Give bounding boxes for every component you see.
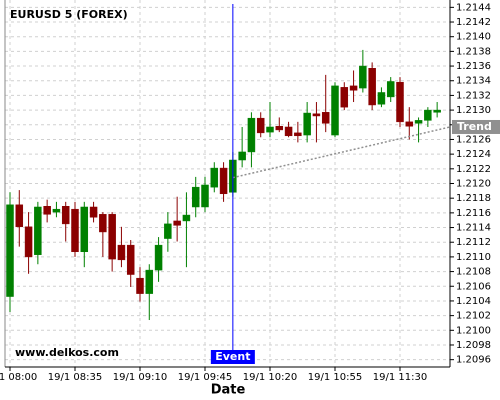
candle-body <box>164 223 172 239</box>
candle-body <box>312 113 321 117</box>
y-tick-label: 1.2142 <box>456 17 491 28</box>
y-tick-label: 1.2112 <box>456 237 491 248</box>
y-tick-label: 1.2136 <box>456 61 491 72</box>
candle-body <box>284 126 293 137</box>
candle-body <box>386 81 395 98</box>
candle-body <box>173 220 181 226</box>
y-tick-label: 1.2110 <box>456 252 491 263</box>
event-tag <box>210 350 255 364</box>
candle-body <box>34 206 42 255</box>
y-tick-label: 1.2122 <box>456 164 491 175</box>
candle-body <box>275 125 284 131</box>
event-label: Event <box>215 350 250 363</box>
watermark: www.delkos.com <box>15 346 119 359</box>
candle-body <box>424 109 432 121</box>
grid <box>5 0 450 367</box>
y-tick-label: 1.2118 <box>456 193 491 204</box>
y-tick-label: 1.2116 <box>456 208 491 219</box>
y-tick-label: 1.2138 <box>456 46 491 57</box>
x-tick-label: 19/1 09:45 <box>178 372 232 383</box>
y-tick-label: 1.2124 <box>456 149 491 160</box>
candle-body <box>321 112 330 124</box>
candle-body <box>294 132 302 137</box>
trend-label: Trend <box>457 120 492 133</box>
candle-body <box>126 244 135 275</box>
trend-line <box>232 126 451 179</box>
x-tick-label: 19/1 08:35 <box>48 372 102 383</box>
candle-body <box>359 65 367 89</box>
y-tick-label: 1.2114 <box>456 223 491 234</box>
y-tick-label: 1.2132 <box>456 90 491 101</box>
candle-body <box>396 81 404 123</box>
y-tick-label: 1.2120 <box>456 179 491 190</box>
y-tick-label: 1.2130 <box>456 105 491 116</box>
candles <box>6 49 441 321</box>
candle-body <box>145 269 154 294</box>
y-tick-label: 1.2104 <box>456 296 491 307</box>
candle-body <box>266 126 274 133</box>
x-tick-label: 19/1 10:55 <box>308 372 362 383</box>
y-tick-label: 1.2102 <box>456 311 491 322</box>
candle-body <box>43 206 51 215</box>
candle-body <box>80 206 89 253</box>
candle-body <box>405 121 414 127</box>
candle-body <box>108 214 116 260</box>
candle-body <box>71 208 79 253</box>
y-tick-label: 1.2126 <box>456 134 491 145</box>
candle-body <box>201 184 209 208</box>
candle-body <box>52 208 61 213</box>
y-tick-label: 1.2140 <box>456 32 491 43</box>
candle-body <box>182 214 191 222</box>
x-tick-label: 19/1 10:20 <box>243 372 297 383</box>
candle-body <box>154 244 163 271</box>
candle-body <box>433 109 441 113</box>
candle-body <box>414 120 423 124</box>
candle-body <box>99 214 107 233</box>
candle-body <box>191 186 200 208</box>
candle-body <box>238 151 246 161</box>
candle-body <box>340 87 349 108</box>
y-tick-label: 1.2098 <box>456 340 491 351</box>
x-tick-label: 19/1 11:30 <box>373 372 427 383</box>
y-tick-label: 1.2134 <box>456 76 491 87</box>
candle-body <box>349 85 358 91</box>
candle-body <box>368 68 376 106</box>
y-tick-label: 1.2100 <box>456 325 491 336</box>
candle-body <box>89 206 98 218</box>
candle-body <box>61 206 70 225</box>
x-tick-label: 19/1 08:00 <box>0 372 37 383</box>
candle-body <box>210 167 219 188</box>
candle-body <box>117 244 126 261</box>
candle-body <box>377 92 386 105</box>
candle-body <box>24 226 33 258</box>
y-tick-label: 1.2106 <box>456 281 491 292</box>
candle-body <box>6 204 14 297</box>
x-axis-label: Date <box>211 383 246 398</box>
x-tick-label: 19/1 09:10 <box>113 372 167 383</box>
candle-body <box>247 117 256 153</box>
overlays: Event <box>210 4 451 364</box>
candle-body <box>256 117 265 134</box>
candle-body <box>136 277 144 294</box>
y-tick-label: 1.2108 <box>456 267 491 278</box>
candle-body <box>15 204 24 228</box>
trend-tag <box>452 119 500 134</box>
candle-body <box>303 112 311 136</box>
candle-body <box>331 85 339 136</box>
y-tick-label: 1.2096 <box>456 355 491 366</box>
y-tick-label: 1.2144 <box>456 2 491 13</box>
candle-body <box>219 167 228 195</box>
chart-title: EURUSD 5 (FOREX) <box>10 8 128 21</box>
